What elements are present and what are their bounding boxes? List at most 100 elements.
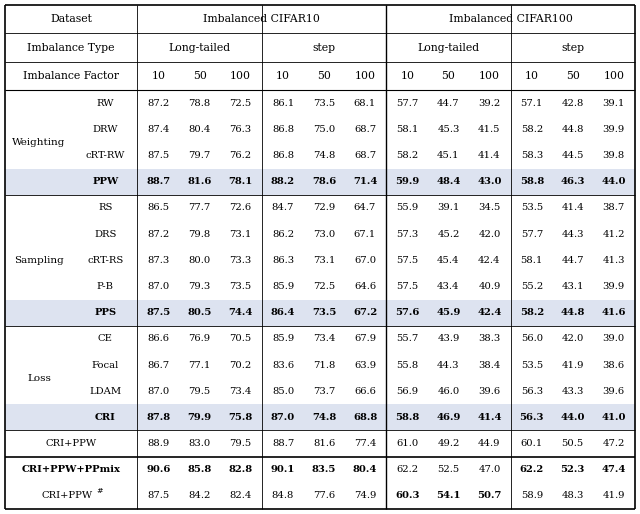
Text: 47.0: 47.0 bbox=[478, 465, 500, 474]
Text: step: step bbox=[312, 43, 335, 52]
Text: 41.3: 41.3 bbox=[602, 256, 625, 265]
Text: 87.2: 87.2 bbox=[148, 99, 170, 107]
Text: 78.6: 78.6 bbox=[312, 177, 336, 186]
Text: 85.0: 85.0 bbox=[272, 387, 294, 396]
Text: 87.0: 87.0 bbox=[148, 387, 170, 396]
Text: 83.5: 83.5 bbox=[312, 465, 336, 474]
Text: 67.9: 67.9 bbox=[354, 334, 376, 343]
Text: 52.3: 52.3 bbox=[561, 465, 585, 474]
Text: 71.8: 71.8 bbox=[313, 360, 335, 370]
Text: 44.5: 44.5 bbox=[561, 151, 584, 160]
Bar bbox=[5, 273, 635, 300]
Text: 72.5: 72.5 bbox=[230, 99, 252, 107]
Text: 10: 10 bbox=[152, 71, 166, 81]
Text: 45.2: 45.2 bbox=[437, 230, 460, 238]
Text: 80.4: 80.4 bbox=[353, 465, 377, 474]
Text: 87.5: 87.5 bbox=[148, 151, 170, 160]
Text: 56.3: 56.3 bbox=[521, 387, 543, 396]
Bar bbox=[5, 326, 635, 352]
Text: 68.7: 68.7 bbox=[354, 151, 376, 160]
Text: 61.0: 61.0 bbox=[396, 439, 419, 448]
Text: CRI+PPW+PPmix: CRI+PPW+PPmix bbox=[22, 465, 121, 474]
Text: 46.3: 46.3 bbox=[561, 177, 585, 186]
Bar bbox=[5, 456, 635, 483]
Text: 87.4: 87.4 bbox=[147, 125, 170, 134]
Text: 57.7: 57.7 bbox=[521, 230, 543, 238]
Text: 73.5: 73.5 bbox=[230, 282, 252, 291]
Text: 67.2: 67.2 bbox=[353, 308, 377, 317]
Text: CRI+PPW: CRI+PPW bbox=[42, 491, 93, 501]
Text: 86.8: 86.8 bbox=[272, 125, 294, 134]
Text: Imbalance Factor: Imbalance Factor bbox=[23, 71, 119, 81]
Text: 88.7: 88.7 bbox=[272, 439, 294, 448]
Bar bbox=[5, 195, 635, 221]
Text: 84.7: 84.7 bbox=[272, 204, 294, 212]
Text: 41.4: 41.4 bbox=[478, 151, 500, 160]
Text: 44.3: 44.3 bbox=[437, 360, 460, 370]
Text: 58.2: 58.2 bbox=[521, 125, 543, 134]
Text: 39.1: 39.1 bbox=[603, 99, 625, 107]
Text: 85.8: 85.8 bbox=[188, 465, 212, 474]
Text: Sampling: Sampling bbox=[14, 256, 64, 265]
Text: cRT-RW: cRT-RW bbox=[86, 151, 125, 160]
Text: 55.9: 55.9 bbox=[396, 204, 419, 212]
Text: 56.9: 56.9 bbox=[396, 387, 419, 396]
Text: 39.0: 39.0 bbox=[603, 334, 625, 343]
Bar bbox=[5, 62, 635, 90]
Text: 57.6: 57.6 bbox=[396, 308, 420, 317]
Text: 85.9: 85.9 bbox=[272, 334, 294, 343]
Text: 74.8: 74.8 bbox=[312, 413, 336, 422]
Text: 38.7: 38.7 bbox=[603, 204, 625, 212]
Text: 50: 50 bbox=[193, 71, 207, 81]
Text: 41.9: 41.9 bbox=[602, 491, 625, 501]
Bar bbox=[5, 430, 635, 456]
Text: Weighting: Weighting bbox=[12, 138, 66, 147]
Text: 57.5: 57.5 bbox=[396, 256, 419, 265]
Bar bbox=[5, 169, 635, 195]
Text: 50: 50 bbox=[317, 71, 331, 81]
Text: 58.9: 58.9 bbox=[521, 491, 543, 501]
Bar bbox=[5, 352, 635, 378]
Text: 41.6: 41.6 bbox=[602, 308, 626, 317]
Text: 67.0: 67.0 bbox=[354, 256, 376, 265]
Text: 55.8: 55.8 bbox=[396, 360, 419, 370]
Text: 79.5: 79.5 bbox=[230, 439, 252, 448]
Text: 43.9: 43.9 bbox=[437, 334, 460, 343]
Text: 48.4: 48.4 bbox=[436, 177, 461, 186]
Text: 41.5: 41.5 bbox=[478, 125, 500, 134]
Text: 42.4: 42.4 bbox=[478, 256, 500, 265]
Text: 64.7: 64.7 bbox=[354, 204, 376, 212]
Text: 44.3: 44.3 bbox=[561, 230, 584, 238]
Text: 42.8: 42.8 bbox=[562, 99, 584, 107]
Text: 60.1: 60.1 bbox=[521, 439, 543, 448]
Text: Loss: Loss bbox=[27, 374, 51, 382]
Text: 47.4: 47.4 bbox=[602, 465, 626, 474]
Text: step: step bbox=[561, 43, 584, 52]
Bar bbox=[5, 5, 635, 33]
Text: 86.8: 86.8 bbox=[272, 151, 294, 160]
Text: LDAM: LDAM bbox=[89, 387, 122, 396]
Text: 84.8: 84.8 bbox=[272, 491, 294, 501]
Bar bbox=[5, 33, 635, 62]
Text: PPS: PPS bbox=[94, 308, 116, 317]
Text: 73.5: 73.5 bbox=[313, 99, 335, 107]
Text: Imbalanced CIFAR10: Imbalanced CIFAR10 bbox=[204, 14, 320, 24]
Text: 55.2: 55.2 bbox=[521, 282, 543, 291]
Text: 40.9: 40.9 bbox=[478, 282, 500, 291]
Text: 59.9: 59.9 bbox=[396, 177, 420, 186]
Text: 42.0: 42.0 bbox=[562, 334, 584, 343]
Text: P-B: P-B bbox=[97, 282, 114, 291]
Text: 88.9: 88.9 bbox=[148, 439, 170, 448]
Text: 41.2: 41.2 bbox=[602, 230, 625, 238]
Text: 50: 50 bbox=[566, 71, 580, 81]
Text: CRI: CRI bbox=[95, 413, 116, 422]
Text: 77.7: 77.7 bbox=[189, 204, 211, 212]
Text: 49.2: 49.2 bbox=[437, 439, 460, 448]
Text: 58.2: 58.2 bbox=[520, 308, 544, 317]
Text: 74.8: 74.8 bbox=[313, 151, 335, 160]
Text: 46.0: 46.0 bbox=[437, 387, 460, 396]
Text: 10: 10 bbox=[525, 71, 539, 81]
Text: 48.3: 48.3 bbox=[562, 491, 584, 501]
Text: 58.1: 58.1 bbox=[396, 125, 419, 134]
Text: 50.5: 50.5 bbox=[562, 439, 584, 448]
